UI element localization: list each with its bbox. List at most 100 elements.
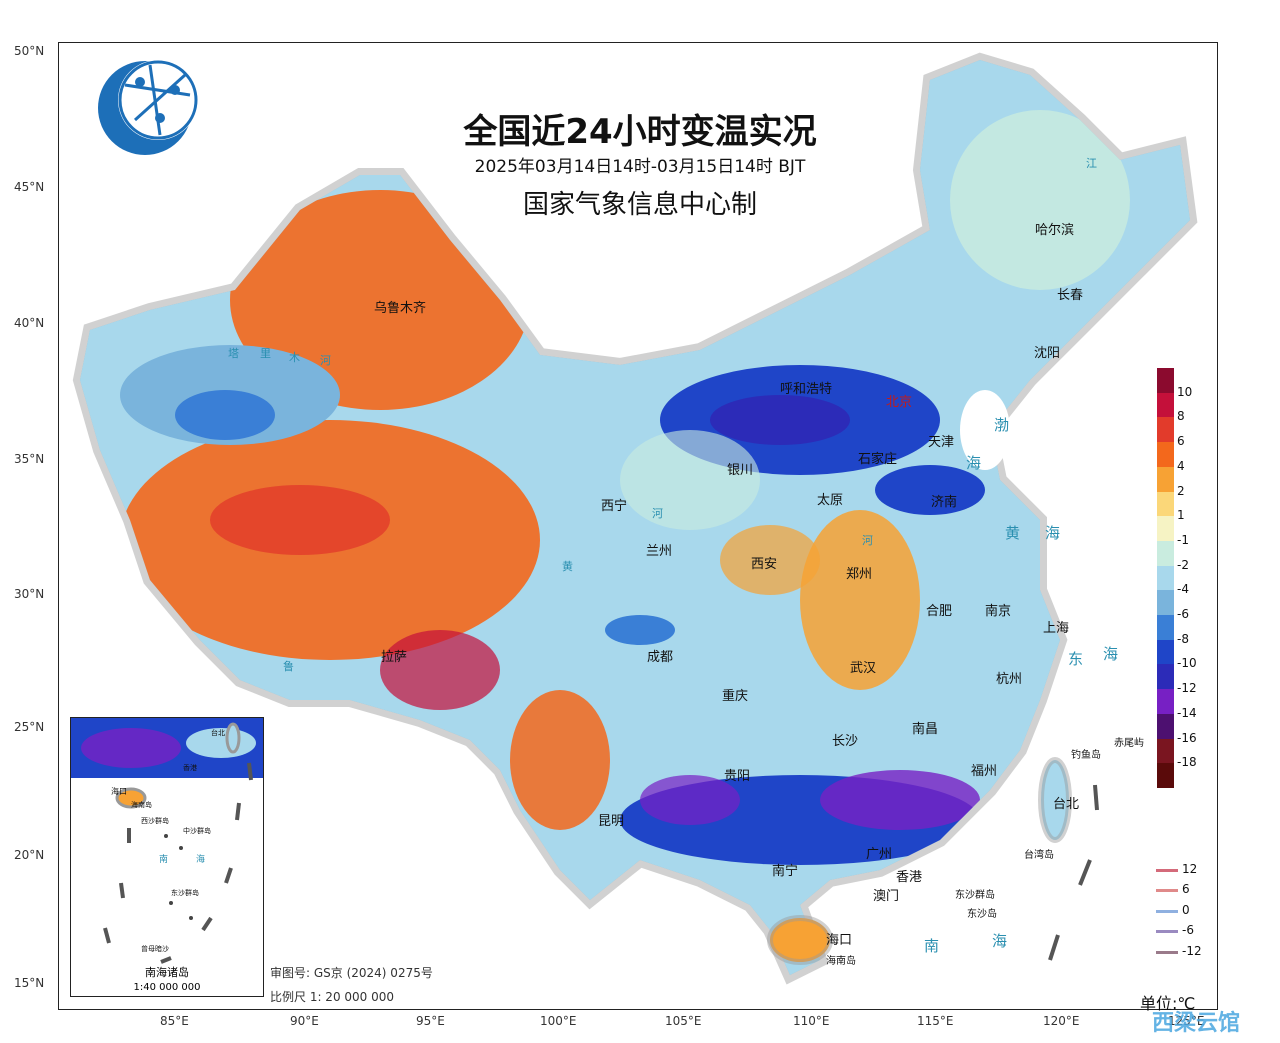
- city-label: 太原: [817, 493, 844, 508]
- legend-label: 1: [1177, 508, 1185, 523]
- city-label: 合肥: [926, 604, 953, 619]
- city-label: 兰州: [646, 544, 673, 559]
- legend-label: -14: [1177, 705, 1197, 720]
- city-label: 南昌: [912, 722, 939, 737]
- city-label: 西宁: [601, 499, 628, 514]
- legend-swatch: [1157, 491, 1174, 517]
- river-label: 塔: [228, 347, 239, 360]
- legend-swatch: [1157, 590, 1174, 616]
- inset-label: 海口: [111, 787, 127, 796]
- city-label: 贵阳: [724, 769, 751, 784]
- contour-line-swatch: [1156, 910, 1178, 913]
- island-label: 赤尾屿: [1114, 738, 1144, 749]
- city-label: 拉萨: [381, 650, 408, 665]
- inset-map: [71, 718, 263, 964]
- contour-line-label: 6: [1182, 882, 1190, 896]
- legend-swatch: [1157, 615, 1174, 641]
- lat-label: 20°N: [14, 848, 45, 862]
- legend-label: -12: [1177, 681, 1197, 696]
- map-scale: 比例尺 1: 20 000 000: [270, 990, 395, 1004]
- legend-label: -6: [1177, 607, 1189, 622]
- legend-swatch: [1157, 689, 1174, 715]
- contour-line-swatch: [1156, 951, 1178, 954]
- inset-label: 中沙群岛: [183, 827, 211, 835]
- sea-label: 渤: [994, 416, 1010, 434]
- city-label: 南宁: [772, 864, 799, 879]
- city-label: 南京: [985, 604, 1012, 619]
- city-label: 西安: [751, 557, 778, 572]
- legend-label: -10: [1177, 656, 1197, 671]
- sea-label: 黄: [1005, 524, 1021, 542]
- legend-swatch: [1157, 417, 1174, 443]
- island-label: 海南岛: [826, 956, 856, 967]
- legend-label: 8: [1177, 409, 1185, 424]
- island-label: 钓鱼岛: [1071, 750, 1101, 761]
- legend-swatch: [1157, 516, 1174, 542]
- island-label: 东沙岛: [967, 909, 997, 920]
- lon-label: 115°E: [917, 1014, 954, 1028]
- sea-label: 海: [966, 454, 982, 472]
- inset-label: 海: [196, 855, 206, 865]
- sea-label: 海: [1103, 645, 1119, 663]
- legend-label: 6: [1177, 434, 1185, 449]
- river-label: 黄: [562, 560, 573, 573]
- sea-label: 海: [1045, 524, 1061, 542]
- legend-label: 4: [1177, 458, 1185, 473]
- city-label: 海口: [826, 933, 853, 948]
- city-label: 上海: [1043, 621, 1070, 636]
- legend-swatch: [1157, 763, 1174, 789]
- river-label: 里: [260, 347, 271, 360]
- inset-label: 曾母暗沙: [141, 945, 169, 953]
- lat-label: 30°N: [14, 587, 45, 601]
- approval-number: 审图号: GS京 (2024) 0275号: [270, 966, 433, 980]
- city-label: 成都: [647, 650, 674, 665]
- map-subtitle-time: 2025年03月14日14时-03月15日14时 BJT: [474, 157, 806, 177]
- city-label: 长春: [1057, 288, 1084, 303]
- inset-title: 南海诸岛: [145, 966, 189, 979]
- legend-label: -1: [1177, 532, 1189, 547]
- sea-label: 海: [992, 932, 1008, 950]
- city-label: 杭州: [996, 672, 1023, 687]
- lat-label: 40°N: [14, 316, 45, 330]
- river-label: 河: [652, 507, 663, 520]
- lon-label: 125°E: [1168, 1014, 1205, 1028]
- inset-label: 东沙群岛: [171, 889, 199, 897]
- contour-line-label: -6: [1182, 923, 1194, 937]
- legend-label: -16: [1177, 730, 1197, 745]
- lat-label: 35°N: [14, 452, 45, 466]
- legend-swatch: [1157, 738, 1174, 764]
- legend-label: -2: [1177, 557, 1189, 572]
- legend-label: -8: [1177, 631, 1189, 646]
- inset-label: 海南岛: [131, 801, 152, 809]
- watermark-logo: 西梁云馆: [1152, 1011, 1241, 1036]
- city-label: 呼和浩特: [780, 382, 833, 397]
- legend-swatch: [1157, 713, 1174, 740]
- legend-swatch: [1157, 565, 1174, 591]
- city-label: 天津: [928, 435, 955, 450]
- inset-label: 香港: [183, 764, 197, 772]
- city-label: 香港: [896, 870, 923, 885]
- contour-line-label: 0: [1182, 903, 1190, 917]
- legend-swatch: [1157, 639, 1174, 665]
- map-subtitle-agency: 国家气象信息中心制: [522, 190, 757, 220]
- river-label: 鲁: [283, 660, 294, 673]
- city-label: 石家庄: [858, 452, 898, 467]
- river-label: 河: [320, 354, 331, 367]
- lon-label: 100°E: [540, 1014, 577, 1028]
- city-label: 乌鲁木齐: [374, 301, 427, 316]
- map-title: 全国近24小时变温实况: [463, 112, 817, 152]
- river-label: 河: [862, 534, 873, 547]
- unit-label: 单位:℃: [1140, 994, 1196, 1013]
- river-label: 江: [1086, 157, 1097, 170]
- city-label: 济南: [931, 495, 958, 510]
- south-china-sea-inset: 海口 海南岛 西沙群岛 中沙群岛 南 海 东沙群岛 香港 台北 曾母暗沙 南海诸…: [70, 717, 264, 997]
- lon-label: 95°E: [416, 1014, 445, 1028]
- lat-label: 45°N: [14, 180, 45, 194]
- legend-label: -4: [1177, 582, 1189, 597]
- lon-label: 105°E: [665, 1014, 702, 1028]
- sea-label: 南: [924, 937, 940, 955]
- lat-label: 50°N: [14, 44, 45, 58]
- lon-label: 85°E: [160, 1014, 189, 1028]
- contour-line-label: -12: [1182, 944, 1202, 958]
